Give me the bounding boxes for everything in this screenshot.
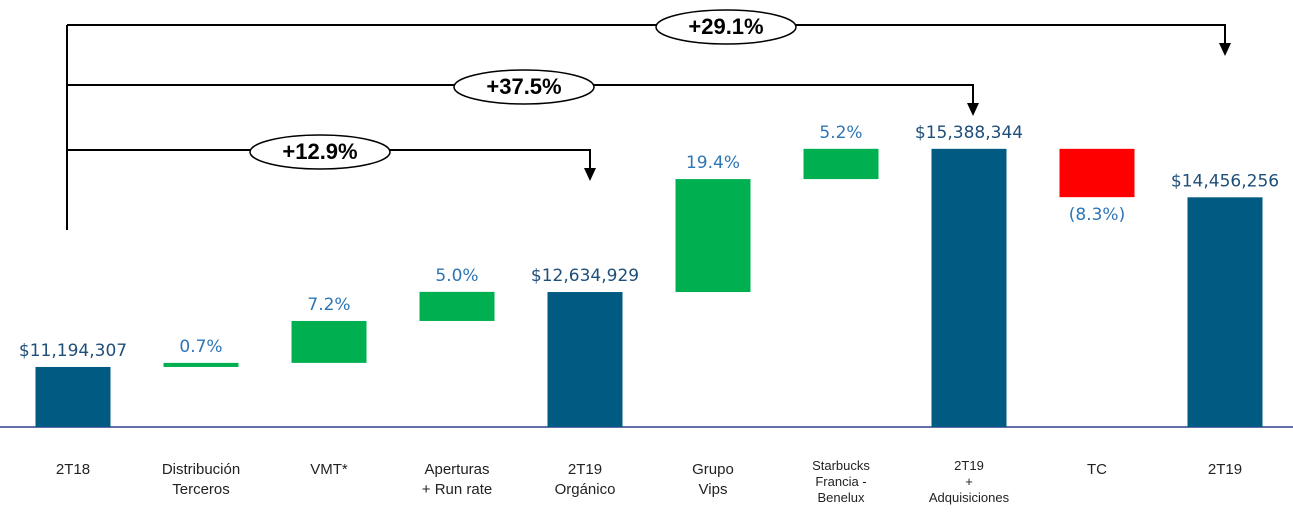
x-tick-label-line: Terceros xyxy=(172,481,230,498)
annotation-bubble xyxy=(249,134,391,170)
bar xyxy=(803,148,879,180)
arrow-head xyxy=(967,103,979,116)
bracket xyxy=(67,149,591,170)
value-label: 0.7% xyxy=(179,337,222,357)
x-tick-label: Starbucks Francia -Benelux xyxy=(812,458,870,505)
annotation-bubble xyxy=(655,9,797,45)
x-tick-label: TC xyxy=(1087,461,1107,478)
arrow-head xyxy=(1219,43,1231,56)
x-tick-label: Distribución Terceros xyxy=(162,461,240,498)
x-tick-label: 2T18 xyxy=(56,461,90,478)
annotation: +37.5% xyxy=(486,74,561,99)
bracket xyxy=(67,24,1226,45)
bar xyxy=(1187,197,1263,427)
x-tick-label-line: 2T19 xyxy=(1208,461,1242,478)
x-tick-label-line: Vips xyxy=(699,481,728,498)
x-tick-label-line: 2T19 xyxy=(568,461,602,478)
annotation: +12.9% xyxy=(282,139,357,164)
value-label: 7.2% xyxy=(307,295,350,315)
x-tick-label: 2T19 xyxy=(1208,461,1242,478)
value-label: $12,634,929 xyxy=(531,266,639,286)
x-tick-label-line: TC xyxy=(1087,461,1107,478)
value-label: 5.0% xyxy=(435,266,478,286)
x-tick-label: Grupo Vips xyxy=(692,461,734,498)
x-tick-label-line: 2T19 xyxy=(954,458,984,473)
bar xyxy=(931,148,1007,427)
bar xyxy=(35,366,111,427)
x-tick-label-line: Adquisiciones xyxy=(929,490,1010,505)
bar xyxy=(547,292,623,427)
x-tick-label-line: 2T18 xyxy=(56,461,90,478)
x-tick-label-line: + Run rate xyxy=(422,481,492,498)
x-tick-label-line: VMT* xyxy=(310,461,348,478)
bar xyxy=(1059,148,1135,198)
value-label: $15,388,344 xyxy=(915,123,1023,143)
value-label: $11,194,307 xyxy=(19,341,127,361)
x-tick-label-line: Distribución xyxy=(162,461,240,478)
bar xyxy=(291,320,367,363)
annotation-bubble xyxy=(453,69,595,105)
value-label: 19.4% xyxy=(686,153,740,173)
arrow-head xyxy=(584,168,596,181)
x-tick-label: Aperturas + Run rate xyxy=(422,461,492,498)
x-tick-label-line: Aperturas xyxy=(424,461,489,478)
x-tick-label-line: Starbucks xyxy=(812,458,870,473)
x-tick-label-line: Francia - xyxy=(815,474,866,489)
value-label: 5.2% xyxy=(819,123,862,143)
x-tick-label: 2T19 + Adquisiciones xyxy=(929,458,1010,505)
bar xyxy=(419,291,495,321)
x-tick-label-line: Benelux xyxy=(818,490,865,505)
bar xyxy=(163,362,239,367)
x-tick-label-line: Grupo xyxy=(692,461,734,478)
bar xyxy=(675,179,751,293)
x-tick-label: 2T19 Orgánico xyxy=(555,461,616,498)
x-tick-label: VMT* xyxy=(310,461,348,478)
bracket xyxy=(67,84,974,105)
x-tick-label-line: + xyxy=(965,474,973,489)
annotation: +29.1% xyxy=(688,14,763,39)
value-label: $14,456,256 xyxy=(1171,171,1279,191)
x-tick-label-line: Orgánico xyxy=(555,481,616,498)
value-label: (8.3%) xyxy=(1069,205,1125,225)
